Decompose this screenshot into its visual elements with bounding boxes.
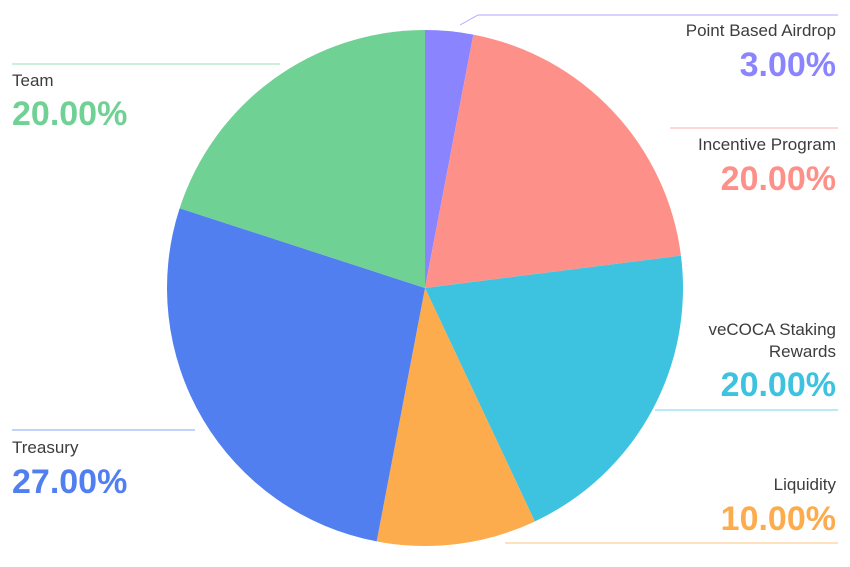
slice-percent-vecoca-staking-rewards: 20.00% <box>721 366 836 404</box>
pie-slices <box>167 30 684 547</box>
slice-label-incentive-program: Incentive Program <box>698 135 836 154</box>
slice-label-treasury: Treasury <box>12 438 79 457</box>
pie-slice-vecoca-staking-rewards <box>425 255 684 522</box>
slice-percent-team: 20.00% <box>12 95 127 133</box>
pie-slice-point-based-airdrop <box>425 30 474 288</box>
slice-label-vecoca-staking-rewards: Rewards <box>769 342 836 361</box>
callout-lines <box>12 14 838 544</box>
pie-slice-incentive-program <box>425 34 681 288</box>
slice-label-vecoca-staking-rewards: veCOCA Staking <box>708 320 836 339</box>
slice-label-liquidity: Liquidity <box>774 475 837 494</box>
pie-slice-treasury <box>167 208 425 542</box>
slice-label-point-based-airdrop: Point Based Airdrop <box>686 21 836 40</box>
slice-percent-treasury: 27.00% <box>12 463 127 501</box>
callout-labels: Point Based Airdrop 3.00% Incentive Progra… <box>12 21 836 538</box>
pie-slice-liquidity <box>376 288 535 547</box>
slice-percent-liquidity: 10.00% <box>721 500 836 538</box>
pie-slice-team <box>179 30 425 288</box>
slice-percent-incentive-program: 20.00% <box>721 160 836 198</box>
slice-label-team: Team <box>12 71 54 90</box>
callout-line-point-based-airdrop <box>459 14 838 26</box>
slice-percent-point-based-airdrop: 3.00% <box>740 46 836 84</box>
